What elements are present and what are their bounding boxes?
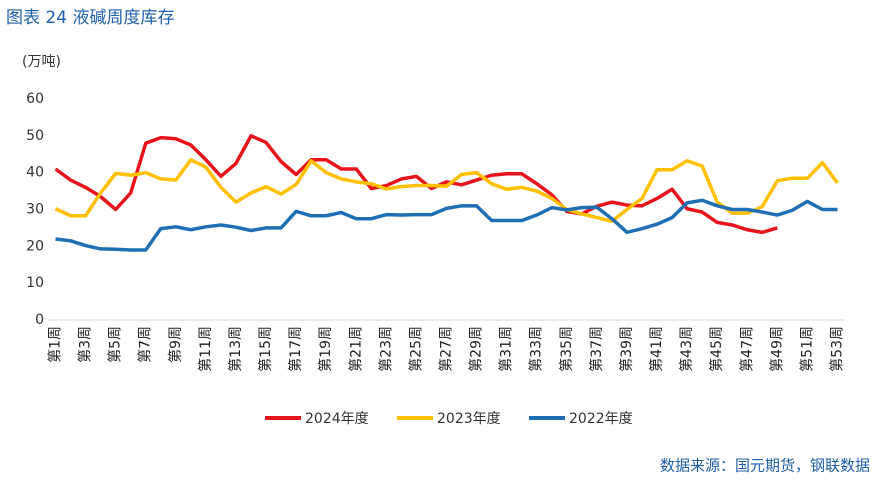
- series-line: [54, 158, 839, 224]
- x-tick-label: 第27周: [438, 326, 455, 372]
- x-tick-label: 第43周: [678, 326, 695, 372]
- y-tick-label: 0: [35, 312, 44, 328]
- x-tick-label: 第45周: [708, 326, 725, 372]
- legend-label: 2022年度: [569, 411, 633, 427]
- x-tick-label: 第17周: [287, 326, 304, 372]
- source-note: 数据来源：国元期货，钢联数据: [660, 457, 870, 475]
- x-tick-label: 第7周: [137, 326, 154, 363]
- x-tick-label: 第13周: [227, 326, 244, 372]
- x-tick-label: 第47周: [738, 326, 755, 372]
- y-tick-label: 30: [26, 202, 44, 218]
- x-tick-label: 第41周: [648, 326, 665, 372]
- x-tick-label: 第19周: [317, 326, 334, 372]
- x-tick-label: 第39周: [618, 326, 635, 372]
- legend-label: 2023年度: [437, 411, 501, 427]
- x-tick-label: 第51周: [798, 326, 815, 372]
- legend-label: 2024年度: [305, 411, 369, 427]
- x-tick-label: 第23周: [377, 326, 394, 372]
- x-tick-label: 第3周: [77, 326, 94, 363]
- x-tick-label: 第21周: [347, 326, 364, 372]
- x-tick-label: 第5周: [107, 326, 124, 363]
- x-tick-label: 第37周: [588, 326, 605, 372]
- series-line: [55, 198, 838, 252]
- x-tick-label: 第15周: [257, 326, 274, 372]
- x-tick-label: 第31周: [498, 326, 515, 372]
- x-tick-label: 第53周: [828, 326, 845, 372]
- x-tick-label: 第49周: [768, 326, 785, 372]
- y-tick-label: 50: [26, 128, 44, 144]
- x-tick-label: 第33周: [528, 326, 545, 372]
- y-tick-label: 10: [26, 275, 44, 291]
- x-tick-label: 第9周: [167, 326, 184, 363]
- series-line: [54, 134, 778, 235]
- x-tick-label: 第1周: [47, 326, 64, 363]
- y-tick-label: 60: [26, 91, 44, 107]
- y-tick-label: 40: [26, 165, 44, 181]
- y-tick-label: 20: [26, 238, 44, 254]
- x-tick-label: 第35周: [558, 326, 575, 372]
- x-tick-label: 第11周: [197, 326, 214, 372]
- x-tick-label: 第25周: [407, 326, 424, 372]
- chart-title: 图表 24 液碱周度库存: [6, 8, 174, 28]
- x-tick-label: 第29周: [468, 326, 485, 372]
- y-axis-label: (万吨): [22, 54, 61, 70]
